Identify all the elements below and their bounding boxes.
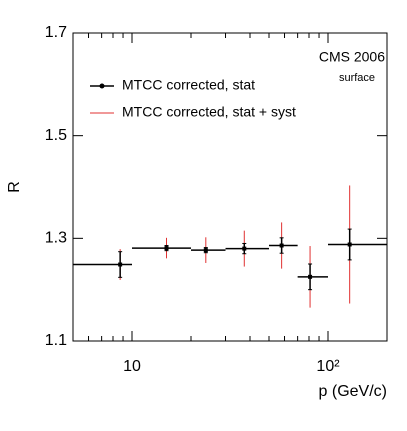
y-tick-label: 1.5: [45, 127, 67, 144]
y-tick-label: 1.3: [45, 230, 67, 247]
legend-swatch: [99, 83, 105, 89]
x-axis-label: p (GeV/c): [319, 383, 387, 400]
annotation: CMS 2006: [319, 49, 385, 65]
point: [164, 246, 169, 251]
point: [118, 262, 123, 267]
legend-label: MTCC corrected, stat: [122, 77, 255, 93]
x-tick-label: 10²: [316, 358, 340, 375]
annotation: surface: [339, 72, 375, 84]
y-tick-label: 1.7: [45, 24, 67, 41]
point: [308, 274, 313, 279]
point: [347, 242, 352, 247]
legend-label: MTCC corrected, stat + syst: [122, 104, 296, 120]
x-tick-label: 10: [123, 358, 141, 375]
point: [279, 243, 284, 248]
point: [242, 246, 247, 251]
y-axis-label: R: [6, 181, 23, 193]
point: [203, 248, 208, 253]
y-tick-label: 1.1: [45, 332, 67, 349]
plot-frame: [72, 32, 388, 342]
